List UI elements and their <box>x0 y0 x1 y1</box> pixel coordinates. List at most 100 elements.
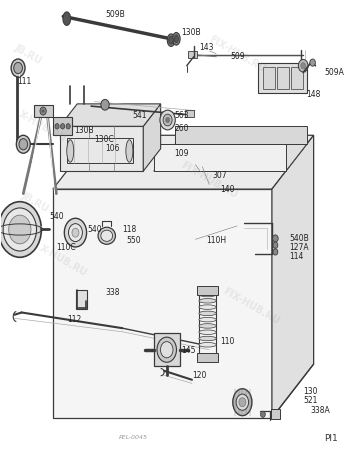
Polygon shape <box>53 189 272 418</box>
Circle shape <box>160 342 173 358</box>
Bar <box>277 67 289 89</box>
Text: 111: 111 <box>18 77 32 86</box>
Text: 509A: 509A <box>324 68 344 77</box>
Bar <box>154 333 180 366</box>
Text: 110C: 110C <box>56 243 76 252</box>
Text: 112: 112 <box>67 315 81 324</box>
Circle shape <box>9 215 31 244</box>
Ellipse shape <box>63 12 71 25</box>
Circle shape <box>166 117 170 123</box>
Circle shape <box>69 224 82 242</box>
Ellipse shape <box>174 35 179 43</box>
Text: 521: 521 <box>303 396 317 405</box>
Text: 148: 148 <box>307 90 321 99</box>
Text: FIX-HUB.RU: FIX-HUB.RU <box>180 160 239 200</box>
Circle shape <box>61 124 65 129</box>
Text: 540: 540 <box>49 212 64 220</box>
Circle shape <box>3 208 36 251</box>
Circle shape <box>260 411 265 418</box>
Text: 110: 110 <box>220 337 234 346</box>
Polygon shape <box>60 104 161 126</box>
Ellipse shape <box>233 389 252 416</box>
Ellipse shape <box>199 336 216 341</box>
Ellipse shape <box>126 140 133 162</box>
Text: 260: 260 <box>175 124 189 133</box>
Text: 338A: 338A <box>310 406 330 415</box>
Text: 106: 106 <box>105 144 119 153</box>
Circle shape <box>55 124 59 129</box>
Text: 550: 550 <box>126 236 140 245</box>
Circle shape <box>72 146 76 152</box>
Text: 130B: 130B <box>182 27 201 36</box>
Text: 130: 130 <box>303 387 318 396</box>
Ellipse shape <box>199 324 216 328</box>
Bar <box>197 286 218 295</box>
Bar <box>263 67 275 89</box>
Circle shape <box>301 63 306 69</box>
Text: 118: 118 <box>122 225 136 234</box>
Ellipse shape <box>14 63 22 74</box>
Bar <box>53 117 72 135</box>
Bar <box>258 63 307 93</box>
Text: 130C: 130C <box>94 135 114 144</box>
Text: FIX-HUB.RU: FIX-HUB.RU <box>221 286 281 326</box>
Text: 540: 540 <box>88 225 102 234</box>
Ellipse shape <box>173 32 180 45</box>
Text: 509B: 509B <box>105 9 125 18</box>
Ellipse shape <box>199 317 216 322</box>
Text: 127A: 127A <box>289 243 309 252</box>
Ellipse shape <box>199 330 216 334</box>
Polygon shape <box>154 144 307 171</box>
Circle shape <box>101 99 109 110</box>
Ellipse shape <box>199 298 216 303</box>
Text: 120: 120 <box>192 371 206 380</box>
Circle shape <box>298 59 308 72</box>
Circle shape <box>163 114 172 126</box>
Text: 114: 114 <box>289 252 304 261</box>
Bar <box>197 353 218 362</box>
Bar <box>188 51 197 58</box>
Text: 140: 140 <box>220 184 234 194</box>
Text: 509: 509 <box>230 52 245 61</box>
Bar <box>34 105 53 117</box>
Polygon shape <box>154 144 286 171</box>
Ellipse shape <box>199 305 216 309</box>
Text: 307: 307 <box>213 171 228 180</box>
Circle shape <box>273 242 278 248</box>
Ellipse shape <box>11 59 25 77</box>
Circle shape <box>72 228 79 237</box>
Text: 338: 338 <box>105 288 119 297</box>
Bar <box>271 409 280 419</box>
Circle shape <box>66 124 70 129</box>
Circle shape <box>0 202 41 257</box>
Circle shape <box>64 218 86 247</box>
Bar <box>291 67 303 89</box>
Bar <box>67 139 133 163</box>
Circle shape <box>160 110 175 130</box>
Text: JB.RU: JB.RU <box>13 43 44 66</box>
Text: 130B: 130B <box>74 126 93 135</box>
Ellipse shape <box>19 139 28 150</box>
Ellipse shape <box>199 311 216 315</box>
Polygon shape <box>175 126 307 144</box>
Text: PEL-0045: PEL-0045 <box>118 435 147 441</box>
Text: PI1: PI1 <box>324 434 338 443</box>
Ellipse shape <box>16 135 30 153</box>
Bar <box>76 290 87 309</box>
Text: X-HUB.RU: X-HUB.RU <box>38 243 89 279</box>
Circle shape <box>273 235 278 242</box>
Text: 145: 145 <box>182 346 196 355</box>
Polygon shape <box>60 126 143 171</box>
Circle shape <box>273 249 278 255</box>
Ellipse shape <box>167 34 175 46</box>
Circle shape <box>157 337 176 362</box>
Text: FIX-HUB.RU: FIX-HUB.RU <box>207 34 267 75</box>
Text: 143: 143 <box>199 43 214 52</box>
Circle shape <box>70 144 78 154</box>
Text: 541: 541 <box>133 111 147 120</box>
Polygon shape <box>272 135 314 418</box>
Text: 109: 109 <box>175 148 189 157</box>
Ellipse shape <box>98 227 116 244</box>
Ellipse shape <box>199 342 216 347</box>
Ellipse shape <box>169 36 174 44</box>
